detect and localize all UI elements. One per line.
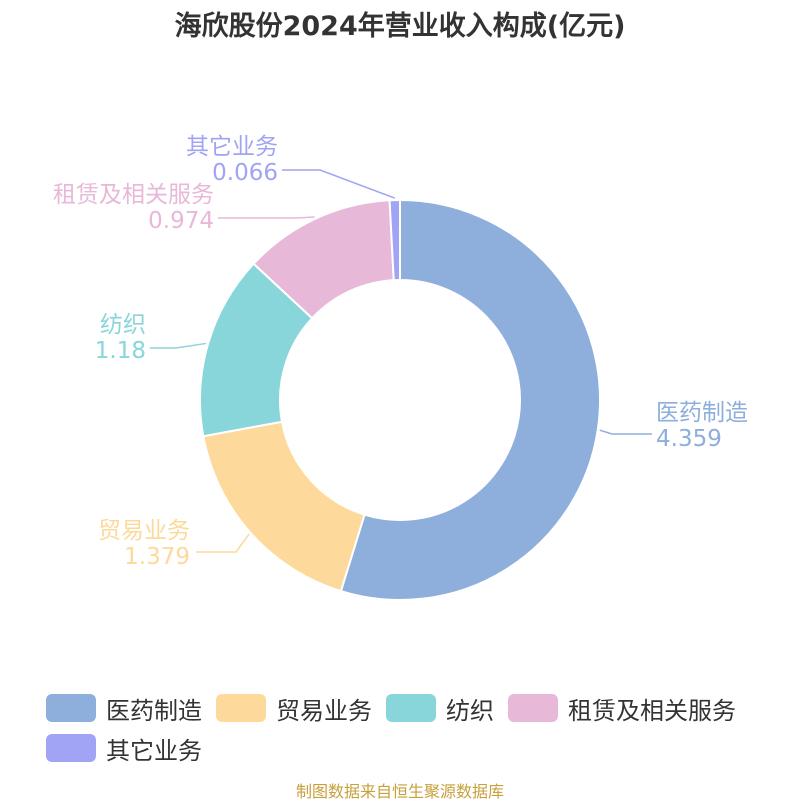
slice-label-3: 租赁及相关服务 (53, 182, 214, 208)
slice-label-2: 纺织 (100, 312, 146, 338)
slice-value-1: 1.379 (124, 544, 190, 570)
slice-value-4: 0.066 (212, 160, 278, 186)
legend-item-3[interactable]: 租赁及相关服务 (508, 688, 736, 728)
leader-line-1 (196, 533, 250, 553)
leader-line-0 (599, 429, 652, 435)
legend-label-4: 其它业务 (106, 736, 202, 765)
chart-title: 海欣股份2024年营业收入构成(亿元) (174, 11, 626, 42)
slice-0[interactable] (339, 198, 601, 601)
leader-line-2 (150, 342, 207, 349)
leader-line-3 (218, 216, 315, 219)
legend-swatch-2 (386, 694, 436, 722)
leader-line-4 (282, 169, 396, 199)
slice-label-4: 其它业务 (186, 134, 278, 160)
legend-label-0: 医药制造 (106, 696, 202, 725)
legend-label-1: 贸易业务 (276, 696, 372, 725)
slice-4[interactable] (388, 198, 401, 282)
legend-item-0[interactable]: 医药制造 (46, 688, 202, 728)
legend-swatch-3 (508, 694, 558, 722)
legend-item-1[interactable]: 贸易业务 (216, 688, 372, 728)
slice-value-2: 1.18 (95, 338, 146, 364)
slice-label-0: 医药制造 (656, 400, 748, 426)
source-note: 制图数据来自恒生聚源数据库 (295, 782, 504, 801)
legend-label-3: 租赁及相关服务 (568, 696, 736, 725)
legend-item-4[interactable]: 其它业务 (46, 728, 202, 768)
legend-swatch-1 (216, 694, 266, 722)
slices-group (199, 198, 601, 601)
slice-1[interactable] (202, 420, 366, 593)
legend-swatch-0 (46, 694, 96, 722)
slice-label-1: 贸易业务 (98, 518, 190, 544)
slice-value-3: 0.974 (148, 208, 214, 234)
legend: 医药制造 贸易业务 纺织 租赁及相关服务其它业务 (46, 688, 786, 768)
slice-value-0: 4.359 (656, 426, 722, 452)
legend-swatch-4 (46, 734, 96, 762)
legend-label-2: 纺织 (446, 696, 494, 725)
legend-item-2[interactable]: 纺织 (386, 688, 494, 728)
